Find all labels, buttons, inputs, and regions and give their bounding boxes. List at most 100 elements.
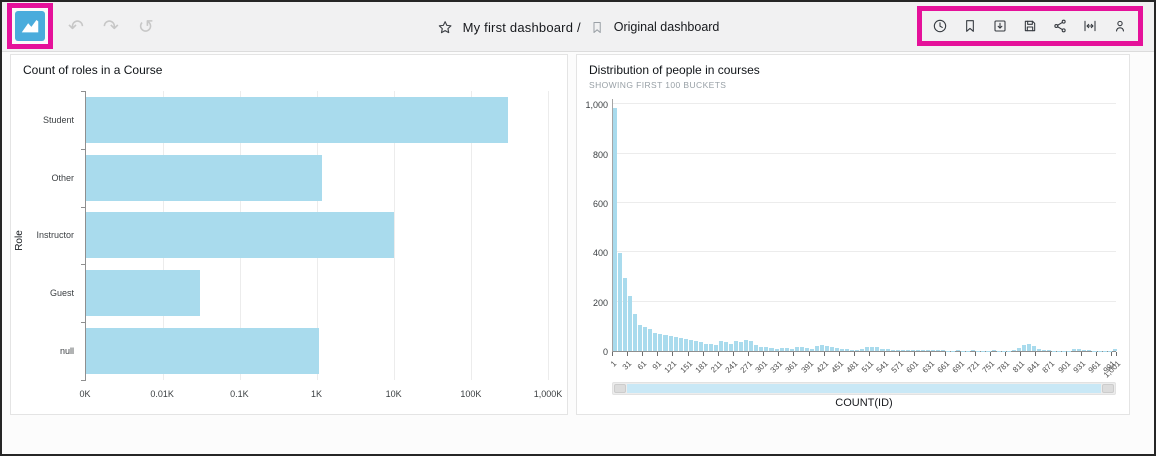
histogram-bar[interactable] — [1036, 348, 1041, 351]
histogram-bar[interactable] — [718, 341, 724, 351]
histogram-bar[interactable] — [865, 347, 870, 351]
axis-range-scrollbar[interactable] — [612, 382, 1116, 395]
histogram-bar[interactable] — [920, 350, 925, 351]
histogram-bar[interactable] — [880, 348, 885, 351]
histogram-bar[interactable] — [1031, 345, 1036, 351]
histogram-bar[interactable] — [678, 338, 683, 351]
histogram-bar[interactable] — [905, 350, 910, 351]
save-button[interactable] — [1015, 18, 1045, 34]
fit-width-button[interactable] — [1075, 18, 1105, 34]
histogram-bar[interactable] — [668, 336, 673, 351]
histogram-bar[interactable] — [779, 347, 784, 351]
histogram-bar[interactable] — [845, 349, 850, 351]
histogram-bar[interactable] — [673, 337, 678, 351]
scrollbar-right-handle[interactable] — [1102, 384, 1114, 393]
histogram-bar[interactable] — [930, 350, 935, 351]
scrollbar-left-handle[interactable] — [614, 384, 626, 393]
histogram-bar[interactable] — [1041, 349, 1047, 351]
histogram-bar[interactable] — [1016, 348, 1021, 351]
bar-guest[interactable] — [86, 270, 200, 317]
histogram-bar[interactable] — [774, 348, 779, 351]
histogram-bar[interactable] — [910, 350, 915, 351]
histogram-bar[interactable] — [956, 350, 961, 351]
histogram-bar[interactable] — [648, 329, 653, 351]
histogram-bar[interactable] — [1011, 349, 1016, 351]
histogram-bar[interactable] — [814, 345, 819, 351]
histogram-bar[interactable] — [663, 335, 668, 351]
histogram-bar[interactable] — [936, 350, 941, 351]
bar-student[interactable] — [86, 96, 508, 143]
histogram-bar[interactable] — [628, 295, 633, 351]
histogram-bar[interactable] — [739, 341, 744, 351]
scrollbar-selected-range[interactable] — [627, 384, 1101, 393]
histogram-bar[interactable] — [900, 350, 905, 351]
histogram-bar[interactable] — [1021, 344, 1026, 351]
histogram-bar[interactable] — [850, 349, 855, 351]
histogram-bar[interactable] — [688, 339, 693, 351]
histogram-bar[interactable] — [703, 343, 708, 351]
scheduling-button[interactable] — [925, 18, 955, 34]
histogram-bar[interactable] — [915, 350, 920, 351]
histogram-bar[interactable] — [830, 347, 835, 351]
histogram-bar[interactable] — [824, 346, 830, 351]
histogram-bar[interactable] — [744, 339, 749, 351]
histogram-bar[interactable] — [749, 341, 754, 351]
bar-null[interactable] — [86, 328, 319, 375]
export-button[interactable] — [985, 18, 1015, 34]
histogram-bar[interactable] — [840, 348, 845, 351]
histogram-bar[interactable] — [890, 349, 895, 351]
histogram-bar[interactable] — [734, 340, 739, 351]
histogram-bar[interactable] — [633, 314, 638, 351]
histogram-bar[interactable] — [769, 348, 774, 351]
histogram-bar[interactable] — [789, 348, 794, 351]
bookmarks-button[interactable] — [955, 18, 985, 34]
histogram-bar[interactable] — [875, 347, 880, 351]
histogram-bar[interactable] — [971, 350, 976, 351]
histogram-bar[interactable] — [638, 324, 643, 351]
histogram-bar[interactable] — [804, 348, 809, 351]
bar-instructor[interactable] — [86, 212, 394, 259]
redo-icon[interactable]: ↷ — [102, 16, 119, 38]
histogram-bar[interactable] — [860, 348, 865, 351]
histogram-bar[interactable] — [1047, 350, 1052, 351]
histogram-bar[interactable] — [784, 348, 789, 351]
histogram-bar[interactable] — [895, 349, 900, 351]
histogram-bar[interactable] — [799, 347, 804, 351]
histogram-bar[interactable] — [925, 349, 930, 351]
histogram-bar[interactable] — [1082, 349, 1087, 351]
histogram-bar[interactable] — [1112, 348, 1117, 351]
profile-button[interactable] — [1105, 18, 1135, 34]
histogram-bar[interactable] — [759, 346, 764, 351]
quicksight-logo[interactable] — [15, 11, 45, 41]
histogram-bar[interactable] — [870, 346, 875, 351]
histogram-bar[interactable] — [658, 334, 663, 351]
histogram-bar[interactable] — [729, 343, 734, 351]
histogram-bar[interactable] — [835, 348, 840, 351]
undo-icon[interactable]: ↶ — [68, 16, 84, 38]
histogram-bar[interactable] — [991, 350, 996, 351]
histogram-bar[interactable] — [1077, 348, 1082, 351]
histogram-bar[interactable] — [809, 349, 814, 351]
histogram-bar[interactable] — [643, 326, 648, 351]
reset-icon[interactable]: ↺ — [137, 16, 154, 38]
histogram-bar[interactable] — [764, 347, 769, 351]
histogram-bar[interactable] — [819, 344, 824, 351]
histogram-bar[interactable] — [683, 339, 688, 351]
histogram-bar[interactable] — [855, 349, 860, 351]
histogram-bar[interactable] — [754, 344, 759, 351]
bar-other[interactable] — [86, 154, 322, 201]
histogram-bar[interactable] — [713, 344, 718, 351]
sheet-title[interactable]: Original dashboard — [613, 20, 720, 34]
histogram-bar[interactable] — [618, 252, 623, 351]
histogram-bar[interactable] — [1087, 350, 1092, 351]
histogram-bar[interactable] — [1026, 343, 1031, 351]
star-icon[interactable] — [437, 19, 454, 36]
histogram-bar[interactable] — [623, 278, 628, 351]
histogram-bar[interactable] — [708, 344, 713, 351]
histogram-bar[interactable] — [653, 332, 658, 351]
histogram-bar[interactable] — [1072, 349, 1077, 351]
histogram-bar[interactable] — [693, 341, 698, 351]
share-button[interactable] — [1045, 18, 1075, 34]
histogram-bar[interactable] — [698, 342, 703, 351]
histogram-bar[interactable] — [613, 107, 618, 351]
